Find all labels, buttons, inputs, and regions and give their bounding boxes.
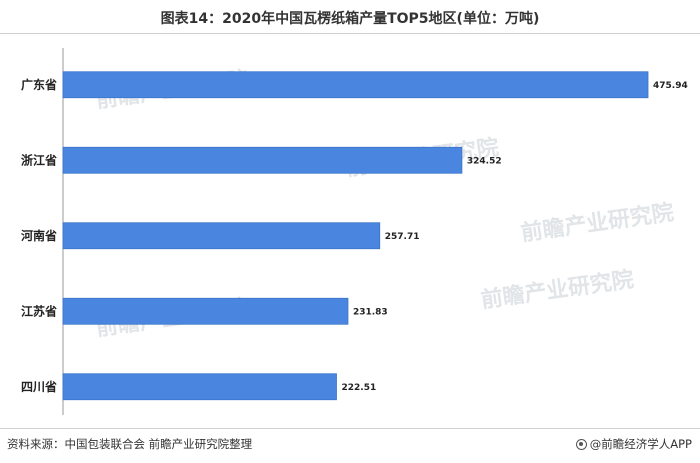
brand-logo-icon bbox=[575, 438, 587, 450]
category-label: 广东省 bbox=[21, 77, 57, 92]
value-label: 231.83 bbox=[353, 307, 388, 317]
bar bbox=[62, 222, 381, 250]
bar bbox=[62, 146, 463, 174]
brand-attribution: @前瞻经济学人APP bbox=[575, 436, 692, 452]
title-divider bbox=[0, 33, 700, 34]
bar bbox=[62, 71, 649, 99]
brand-text: @前瞻经济学人APP bbox=[589, 437, 692, 451]
value-label: 257.71 bbox=[385, 232, 420, 242]
category-label: 浙江省 bbox=[21, 152, 57, 167]
category-label: 四川省 bbox=[21, 379, 57, 394]
category-label: 河南省 bbox=[20, 228, 57, 243]
source-note: 资料来源：中国包装联合会 前瞻产业研究院整理 bbox=[7, 437, 253, 451]
chart-title: 图表14：2020年中国瓦楞纸箱产量TOP5地区(单位：万吨) bbox=[160, 11, 540, 27]
value-label: 475.94 bbox=[653, 81, 688, 91]
bar-chart: 广东省 475.94 浙江省 324.52 河南省 257.71 江苏省 231.83 四川省 2… bbox=[20, 48, 688, 415]
value-label: 222.51 bbox=[342, 383, 377, 393]
category-label: 江苏省 bbox=[21, 303, 57, 318]
bar bbox=[62, 373, 337, 401]
bar bbox=[62, 297, 349, 325]
footer-divider bbox=[0, 428, 700, 429]
value-label: 324.52 bbox=[467, 156, 502, 166]
